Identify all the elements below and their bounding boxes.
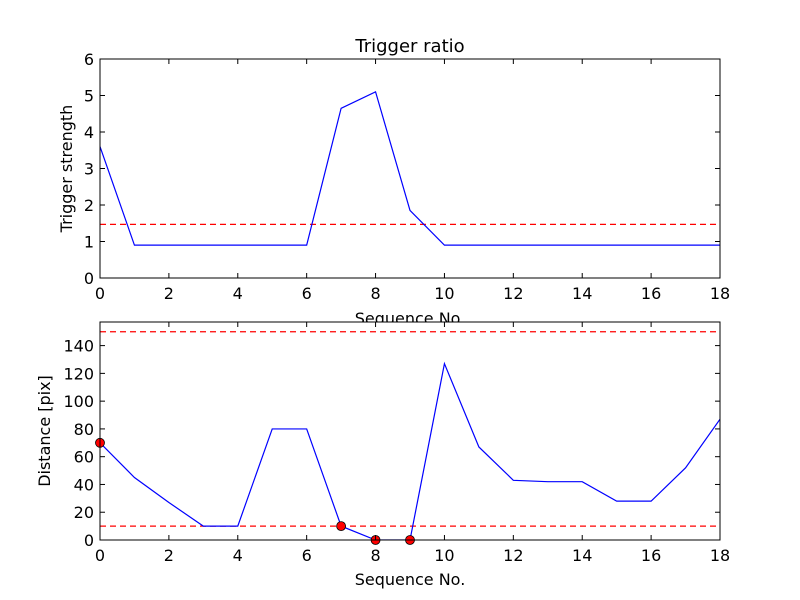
x-tick-label: 2 <box>164 284 174 303</box>
y-tick-label: 80 <box>74 420 94 439</box>
axes-frame <box>99 321 721 541</box>
x-tick-label: 2 <box>164 546 174 565</box>
x-axis-label: Sequence No. <box>355 570 466 589</box>
y-tick-label: 0 <box>84 269 94 288</box>
y-tick-label: 140 <box>63 337 94 356</box>
y-tick-label: 6 <box>84 50 94 69</box>
y-tick-label: 60 <box>74 448 94 467</box>
plot-area <box>100 322 720 540</box>
x-tick-label: 4 <box>233 284 243 303</box>
y-tick-label: 120 <box>63 364 94 383</box>
x-tick-label: 8 <box>370 284 380 303</box>
y-axis-label: Trigger strength <box>57 105 76 234</box>
chart-title: Trigger ratio <box>354 36 464 57</box>
x-tick-label: 6 <box>302 284 312 303</box>
x-tick-label: 10 <box>434 284 454 303</box>
data-point-marker <box>336 521 347 532</box>
x-tick-label: 18 <box>710 284 730 303</box>
y-tick-label: 20 <box>74 503 94 522</box>
x-tick-label: 16 <box>641 546 661 565</box>
series-line <box>100 91 720 246</box>
x-tick-label: 18 <box>710 546 730 565</box>
x-tick-label: 4 <box>233 546 243 565</box>
y-tick-label: 0 <box>84 531 94 550</box>
x-tick-label: 10 <box>434 546 454 565</box>
distance-chart: 0 2 4 6 8 10 12 14 16 18 0 20 40 60 80 100 120 140 Sequenc… <box>35 321 730 589</box>
plot-area <box>100 59 720 278</box>
y-tick-label: 3 <box>84 160 94 179</box>
x-tick-label: 16 <box>641 284 661 303</box>
y-tick-label: 40 <box>74 475 94 494</box>
series-line <box>100 361 720 540</box>
y-tick-label: 1 <box>84 233 94 252</box>
x-tick-label: 6 <box>302 546 312 565</box>
x-tick-label: 0 <box>95 284 105 303</box>
x-tick-label: 14 <box>572 546 592 565</box>
x-tick-label: 8 <box>370 546 380 565</box>
y-tick-label: 4 <box>84 123 94 142</box>
x-tick-label: 12 <box>503 284 523 303</box>
y-axis-label: Distance [pix] <box>35 375 54 487</box>
x-tick-label: 12 <box>503 546 523 565</box>
y-tick-label: 2 <box>84 196 94 215</box>
x-tick-label: 0 <box>95 546 105 565</box>
y-tick-label: 5 <box>84 87 94 106</box>
y-tick-label: 100 <box>63 392 94 411</box>
x-tick-label: 14 <box>572 284 592 303</box>
